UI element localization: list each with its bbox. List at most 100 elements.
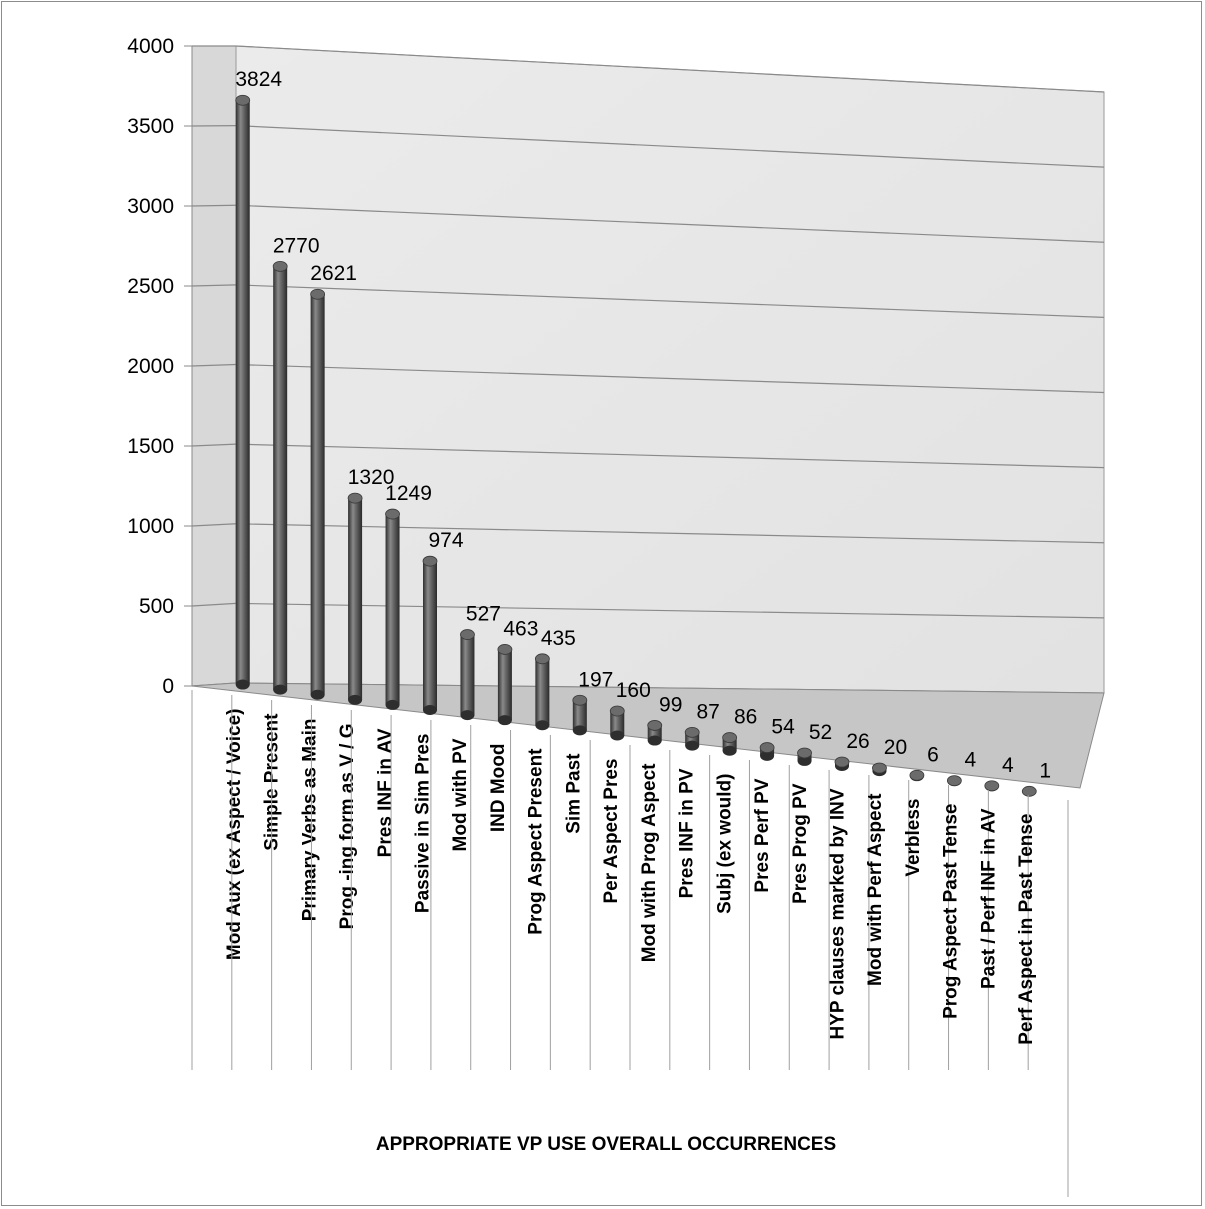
category-label: Passive in Sim Pres xyxy=(413,734,434,914)
bar xyxy=(572,694,588,736)
data-label: 52 xyxy=(809,721,832,744)
bar xyxy=(272,260,288,695)
bar-body xyxy=(572,700,587,731)
bar xyxy=(310,288,326,700)
data-label: 527 xyxy=(466,603,501,626)
gridline-side xyxy=(191,602,237,607)
category-label: HYP clauses marked by INV xyxy=(828,788,849,1039)
category-label: Mod with PV xyxy=(450,738,471,851)
data-label: 1249 xyxy=(385,482,432,505)
gridline xyxy=(235,204,1105,243)
data-label: 2770 xyxy=(273,234,320,257)
y-tick-label: 2500 xyxy=(127,275,174,298)
bar xyxy=(984,780,1000,792)
y-tick-label: 4000 xyxy=(127,35,174,58)
category-label: Mod Aux (ex Aspect / Voice) xyxy=(224,709,245,961)
gridline-side xyxy=(191,284,237,287)
gridline xyxy=(235,443,1105,469)
bar-cap xyxy=(310,288,326,300)
bar-cap xyxy=(834,756,850,768)
data-label: 1 xyxy=(1039,759,1051,782)
gridline-side xyxy=(191,204,237,207)
data-label: 4 xyxy=(1002,754,1014,777)
bar-body xyxy=(348,498,363,700)
bar-base xyxy=(460,710,475,721)
bar-body xyxy=(423,561,437,710)
bar-base xyxy=(535,720,550,731)
bar-cap xyxy=(722,732,738,743)
bar-cap xyxy=(909,769,925,781)
category-label: Primary Verbs as Main xyxy=(299,719,320,922)
bar-base xyxy=(423,705,437,715)
data-label: 435 xyxy=(541,627,576,650)
bar-body xyxy=(610,711,625,736)
data-label: 99 xyxy=(659,693,682,716)
gridline xyxy=(235,363,1105,394)
y-tick-label: 3500 xyxy=(127,115,174,138)
data-label: 26 xyxy=(846,730,869,753)
bar-cap xyxy=(684,726,700,738)
bar xyxy=(1021,785,1037,797)
bar-cap xyxy=(347,492,363,504)
bar-body xyxy=(385,514,400,705)
bar-base xyxy=(722,745,737,756)
category-label: Past / Perf INF in AV xyxy=(978,808,999,989)
bar xyxy=(460,629,475,721)
gridline xyxy=(235,45,1105,93)
bar xyxy=(235,94,251,690)
bar xyxy=(534,653,550,731)
data-label: 160 xyxy=(616,679,651,702)
y-axis: 0 500 1000 1500 2000 2500 3000 3500 4000 xyxy=(127,35,193,698)
bar-cap xyxy=(235,94,251,106)
bar-base xyxy=(610,730,625,741)
bar-base xyxy=(647,735,662,746)
category-label: Mod with Perf Aspect xyxy=(865,793,886,986)
category-label: Prog Aspect Present xyxy=(526,748,547,935)
bar xyxy=(872,762,887,777)
bar-cap xyxy=(609,705,625,717)
y-tick-label: 500 xyxy=(139,595,174,618)
category-label: Subj (ex would) xyxy=(714,774,735,914)
bar-cap xyxy=(422,555,438,567)
bar-base xyxy=(797,755,812,766)
bar xyxy=(385,508,400,710)
bar-base xyxy=(235,679,250,690)
bar-base xyxy=(273,684,288,695)
bar-cap xyxy=(534,653,550,665)
data-label: 20 xyxy=(884,736,907,759)
bar-cap xyxy=(1021,785,1037,797)
x-axis-title: APPROPRIATE VP USE OVERALL OCCURRENCES xyxy=(376,1134,836,1155)
category-label: Pres INF in AV xyxy=(375,728,396,857)
back-wall xyxy=(235,45,1105,694)
bar xyxy=(609,705,625,741)
bar-base xyxy=(385,699,400,710)
bar-base xyxy=(685,740,700,751)
data-label: 974 xyxy=(428,529,463,552)
gridline-side xyxy=(191,523,237,527)
category-label: Pres Perf PV xyxy=(752,778,773,892)
data-label: 87 xyxy=(697,700,720,723)
bar-cap xyxy=(984,780,1000,792)
bar xyxy=(909,769,925,782)
category-label: Pres Prog PV xyxy=(790,783,811,904)
y-tick-label: 2000 xyxy=(127,355,174,378)
bar-cap xyxy=(946,775,962,787)
bar xyxy=(759,742,775,761)
data-label: 6 xyxy=(927,743,939,766)
gridline-side xyxy=(191,443,237,447)
bar-body xyxy=(460,634,475,716)
chart-walls xyxy=(191,45,1105,694)
bar-body xyxy=(235,100,250,685)
y-tick-label: 1000 xyxy=(127,515,174,538)
bar-cap xyxy=(272,260,288,272)
category-label: Mod with Prog Aspect xyxy=(639,763,660,962)
bars xyxy=(235,94,1037,797)
bar-base xyxy=(310,689,325,700)
bar-base xyxy=(572,725,587,736)
bar xyxy=(497,644,513,726)
bar-base xyxy=(348,694,363,705)
data-label: 4 xyxy=(965,749,977,772)
category-label: IND Mood xyxy=(488,744,509,833)
